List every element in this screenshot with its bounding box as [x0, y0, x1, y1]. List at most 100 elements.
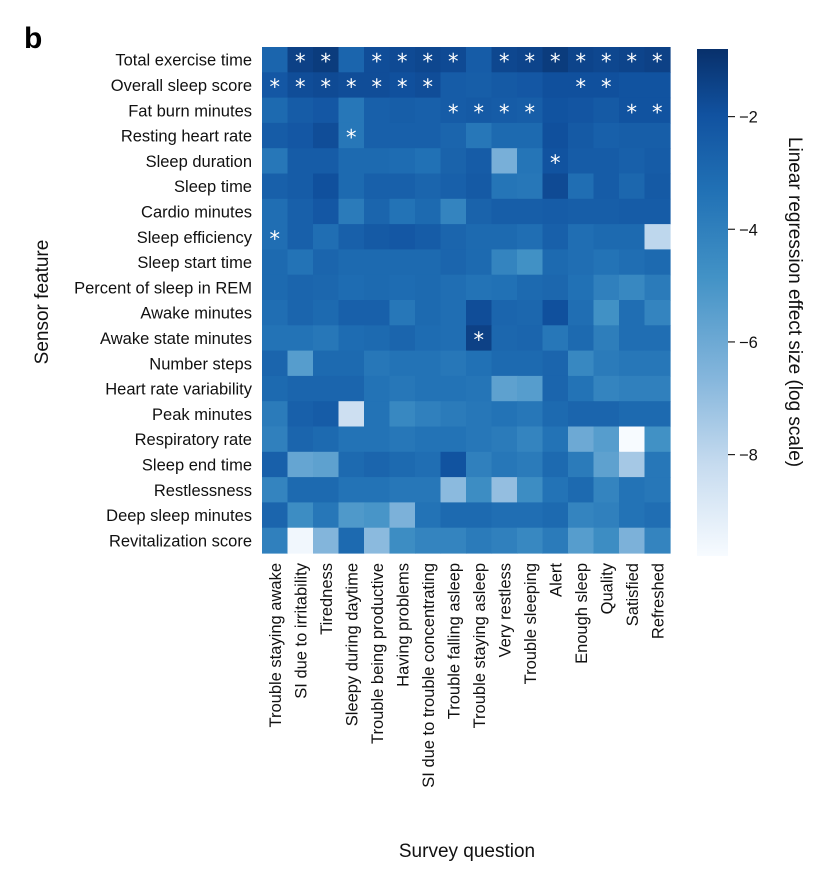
heatmap-cell — [619, 477, 646, 503]
heatmap-cell — [389, 148, 416, 175]
significance-star: * — [499, 100, 510, 124]
heatmap-cell — [644, 426, 671, 453]
heatmap-cell — [542, 350, 569, 377]
heatmap-cell — [440, 477, 467, 503]
heatmap-cell — [593, 426, 620, 453]
heatmap-cell — [542, 249, 569, 276]
row-label: Total exercise time — [115, 52, 252, 70]
column-label: SI due to irritability — [292, 562, 310, 698]
heatmap-cell — [364, 274, 391, 301]
heatmap-cell — [313, 350, 340, 377]
heatmap-cell — [364, 97, 391, 124]
heatmap-cell — [466, 451, 493, 478]
heatmap-cell — [593, 401, 620, 428]
heatmap-cell — [593, 224, 620, 250]
heatmap-cell — [568, 173, 595, 200]
heatmap-cell — [389, 375, 416, 402]
heatmap-cell — [466, 401, 493, 428]
heatmap-cell — [262, 527, 289, 554]
heatmap-cell — [313, 401, 340, 428]
heatmap-cell — [517, 47, 544, 73]
heatmap-cell — [262, 451, 289, 478]
heatmap-cell — [466, 527, 493, 554]
heatmap-cell — [313, 198, 340, 225]
significance-star: * — [372, 50, 383, 74]
heatmap-cell — [542, 198, 569, 225]
heatmap-cell — [619, 527, 646, 554]
heatmap-cell — [517, 122, 544, 149]
heatmap-cell — [517, 350, 544, 377]
heatmap-cell — [644, 477, 671, 503]
heatmap-cell — [338, 249, 365, 276]
significance-star: * — [295, 75, 306, 99]
significance-star: * — [321, 75, 332, 99]
heatmap-cell — [364, 249, 391, 276]
heatmap-cell — [440, 173, 467, 200]
heatmap-cell — [364, 477, 391, 503]
heatmap-cell — [338, 173, 365, 200]
heatmap-cell — [619, 300, 646, 326]
column-label: Quality — [598, 562, 616, 614]
heatmap-cell — [389, 477, 416, 503]
significance-star: * — [601, 50, 612, 74]
heatmap-cell — [491, 198, 518, 225]
heatmap-cell — [568, 224, 595, 250]
colorbar — [697, 49, 728, 556]
heatmap-cell — [593, 325, 620, 352]
heatmap-cell — [338, 274, 365, 301]
heatmap-cell — [287, 224, 314, 250]
heatmap-cell — [491, 426, 518, 453]
heatmap-cell — [364, 47, 391, 73]
heatmap-cell — [491, 97, 518, 124]
heatmap-cell — [593, 198, 620, 225]
heatmap-cell — [593, 122, 620, 149]
heatmap-cell — [313, 249, 340, 276]
heatmap-cell — [619, 401, 646, 428]
heatmap-cell — [287, 451, 314, 478]
heatmap-cell — [491, 477, 518, 503]
heatmap-cell — [542, 401, 569, 428]
heatmap-cell — [364, 72, 391, 99]
significance-star: * — [270, 227, 281, 251]
heatmap-cell — [644, 173, 671, 200]
heatmap-cell — [517, 274, 544, 301]
row-label: Number steps — [149, 355, 252, 373]
heatmap-cell — [593, 451, 620, 478]
heatmap-cell — [491, 375, 518, 402]
heatmap-cell — [568, 325, 595, 352]
heatmap-cell — [287, 47, 314, 73]
heatmap-cell — [313, 300, 340, 326]
heatmap-cell — [338, 451, 365, 478]
heatmap-cell — [364, 300, 391, 326]
heatmap-cells — [262, 47, 671, 554]
significance-star: * — [474, 328, 485, 352]
heatmap-cell — [338, 375, 365, 402]
colorbar-tick-label: −2 — [739, 109, 758, 127]
heatmap-cell — [389, 47, 416, 73]
heatmap-cell — [568, 249, 595, 276]
significance-star: * — [576, 50, 587, 74]
heatmap-cell — [389, 502, 416, 529]
heatmap-cell — [542, 97, 569, 124]
heatmap-cell — [517, 198, 544, 225]
heatmap-cell — [644, 502, 671, 529]
heatmap-cell — [466, 97, 493, 124]
heatmap-cell — [644, 47, 671, 73]
heatmap-cell — [644, 122, 671, 149]
heatmap-cell — [389, 249, 416, 276]
heatmap-cell — [338, 97, 365, 124]
heatmap-cell — [466, 375, 493, 402]
row-label: Percent of sleep in REM — [74, 279, 252, 297]
heatmap-cell — [338, 47, 365, 73]
heatmap-cell — [287, 72, 314, 99]
heatmap-cell — [593, 375, 620, 402]
row-label: Sleep time — [174, 178, 252, 196]
heatmap-cell — [593, 300, 620, 326]
heatmap-cell — [287, 350, 314, 377]
heatmap-cell — [568, 350, 595, 377]
heatmap-cell — [440, 97, 467, 124]
heatmap-cell — [466, 300, 493, 326]
row-label: Sleep start time — [137, 254, 252, 272]
heatmap-cell — [313, 122, 340, 149]
significance-star: * — [525, 50, 536, 74]
